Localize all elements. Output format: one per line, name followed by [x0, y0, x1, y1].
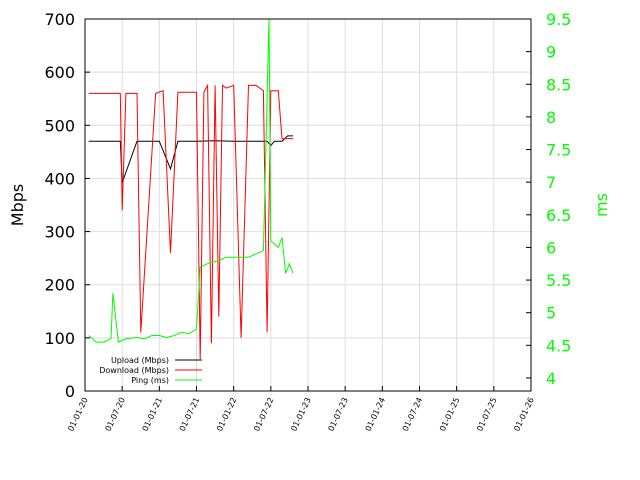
right-tick-label: 6 [546, 238, 556, 257]
right-tick-label: 8.5 [546, 75, 571, 94]
right-tick-label: 4 [546, 369, 556, 388]
x-tick-label: 01-01-25 [438, 396, 462, 433]
legend-entry-label: Ping (ms) [131, 376, 169, 385]
right-tick-label: 8 [546, 108, 556, 127]
x-tick-label: 01-01-21 [141, 396, 165, 433]
left-tick-label: 200 [44, 276, 75, 295]
x-tick-label: 01-07-21 [178, 396, 202, 433]
right-tick-label: 6.5 [546, 206, 571, 225]
x-tick-label: 01-01-23 [289, 396, 313, 433]
left-axis: 0 100 200 300 400 500 600 700 [44, 10, 90, 401]
x-tick-label: 01-07-22 [252, 396, 276, 433]
left-tick-label: 100 [44, 329, 75, 348]
left-tick-label: 700 [44, 10, 75, 29]
legend-entry-label: Download (Mbps) [99, 366, 169, 375]
x-axis: 01-01-20 01-07-20 01-01-21 01-07-21 01-01-22… [66, 386, 536, 433]
x-tick-label: 01-07-25 [475, 396, 499, 433]
right-tick-label: 9 [546, 43, 556, 62]
right-tick-label: 5 [546, 304, 556, 323]
right-tick-label: 7.5 [546, 141, 571, 160]
right-tick-label: 5.5 [546, 271, 571, 290]
x-tick-label: 01-01-26 [512, 396, 536, 433]
series-line-2 [88, 18, 294, 343]
series-lines [88, 18, 294, 360]
x-tick-label: 01-01-20 [66, 396, 90, 433]
right-axis: 4 4.5 5 5.5 6 6.5 7 7.5 8 8.5 9 9.5 [526, 10, 571, 388]
y2-axis-label: ms [592, 193, 611, 217]
y-axis-label: Mbps [8, 184, 27, 226]
legend: Upload (Mbps)Download (Mbps)Ping (ms) [99, 356, 202, 385]
x-tick-label: 01-07-20 [103, 396, 127, 433]
left-tick-label: 0 [65, 382, 75, 401]
left-tick-label: 400 [44, 169, 75, 188]
series-line-0 [88, 135, 294, 183]
x-tick-label: 01-01-22 [215, 396, 239, 433]
right-tick-label: 7 [546, 173, 556, 192]
right-tick-label: 9.5 [546, 10, 571, 29]
x-tick-label: 01-01-24 [364, 396, 388, 433]
left-tick-label: 300 [44, 223, 75, 242]
left-tick-label: 600 [44, 63, 75, 82]
legend-entry-label: Upload (Mbps) [111, 356, 169, 365]
series-line-1 [88, 83, 294, 360]
x-tick-label: 01-07-23 [326, 396, 350, 433]
right-tick-label: 4.5 [546, 336, 571, 355]
left-tick-label: 500 [44, 116, 75, 135]
x-tick-label: 01-07-24 [401, 396, 425, 433]
